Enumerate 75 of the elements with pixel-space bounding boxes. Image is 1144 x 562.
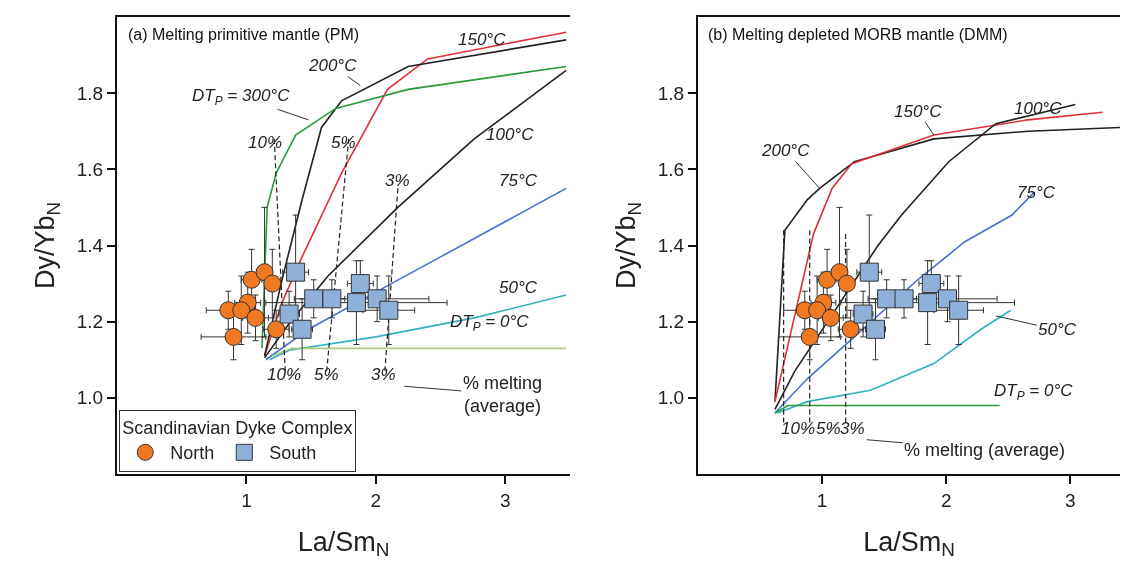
line-series [265,187,567,361]
text: (b) Melting depleted MORB mantle (DMM) [708,26,1008,43]
annotation: 100°C [1014,99,1063,118]
annotation: 5% [331,133,356,152]
annotation: 100°C [486,125,535,144]
point [837,274,856,293]
point [949,300,969,320]
x-tick-label: 1 [241,489,252,511]
annotation: 3% [371,365,396,384]
point [286,262,306,282]
point [853,304,873,324]
annotation: 10% [248,133,283,152]
point [821,308,840,327]
x-axis-title: La/Sm$_{N}$ [863,526,955,561]
point [379,300,399,320]
x-tick-label: 2 [370,489,382,511]
point [267,320,286,339]
x-tick-label: 2 [940,489,952,511]
x-axis-title: La/Sm$_{N}$ [297,526,390,561]
y-tick-label: 1.4 [76,235,104,257]
annotation: 150°C [894,102,943,121]
legend-label: South [269,443,317,464]
annotation: % melting (average) [904,440,1066,460]
text: (a) Melting primitive mantle (PM) [128,26,360,43]
annotation: DT$_{P}$ = 300°C [192,86,291,108]
y-tick-label: 1.6 [76,158,104,180]
point [841,320,860,339]
annotation: 200°C [308,56,358,75]
annotation: 50°C [499,278,538,297]
point [894,289,914,309]
point [918,293,938,313]
annotation: 3% [840,419,865,438]
point [800,327,819,346]
point [279,304,299,324]
annotation: 50°C [1038,320,1077,339]
point [224,327,243,346]
y-tick-label: 1.8 [76,82,104,104]
y-tick-label: 1.8 [657,82,685,104]
point [877,289,897,309]
annotation: 150°C [458,30,507,49]
y-tick-label: 1.0 [76,387,104,409]
y-tick-label: 1.4 [657,235,685,257]
x-tick-label: 3 [1065,489,1076,511]
annotation: % melting (average) [463,373,543,417]
annotation: 75°C [499,171,538,190]
point [263,274,282,293]
y-tick-label: 1.6 [657,158,685,180]
line-series [268,294,567,361]
annotation: 200°C [761,141,811,160]
x-tick-label: 3 [500,489,511,511]
point [232,301,251,320]
point [322,289,342,309]
annotation: 10% [267,365,302,384]
y-tick-label: 1.0 [657,387,685,409]
point [346,293,366,313]
annotation: 5% [314,365,339,384]
annotation: 10% [781,419,816,438]
point [292,319,312,339]
y-tick-label: 1.2 [657,311,685,333]
y-tick-label: 1.2 [76,311,104,333]
point [246,308,265,327]
x-tick-label: 1 [816,489,828,511]
legend-title: Scandinavian Dyke Complex [122,418,353,439]
annotation: DT$_{P}$ = 0°C [994,381,1074,403]
annotation: 3% [385,171,410,190]
legend-label: North [170,443,215,464]
annotation: 75°C [1017,183,1056,202]
point [304,289,324,309]
point [808,301,827,320]
annotation: 5% [816,419,841,438]
point [242,270,261,289]
point [350,274,370,294]
point [921,274,941,294]
point [865,319,885,339]
point [859,262,879,282]
